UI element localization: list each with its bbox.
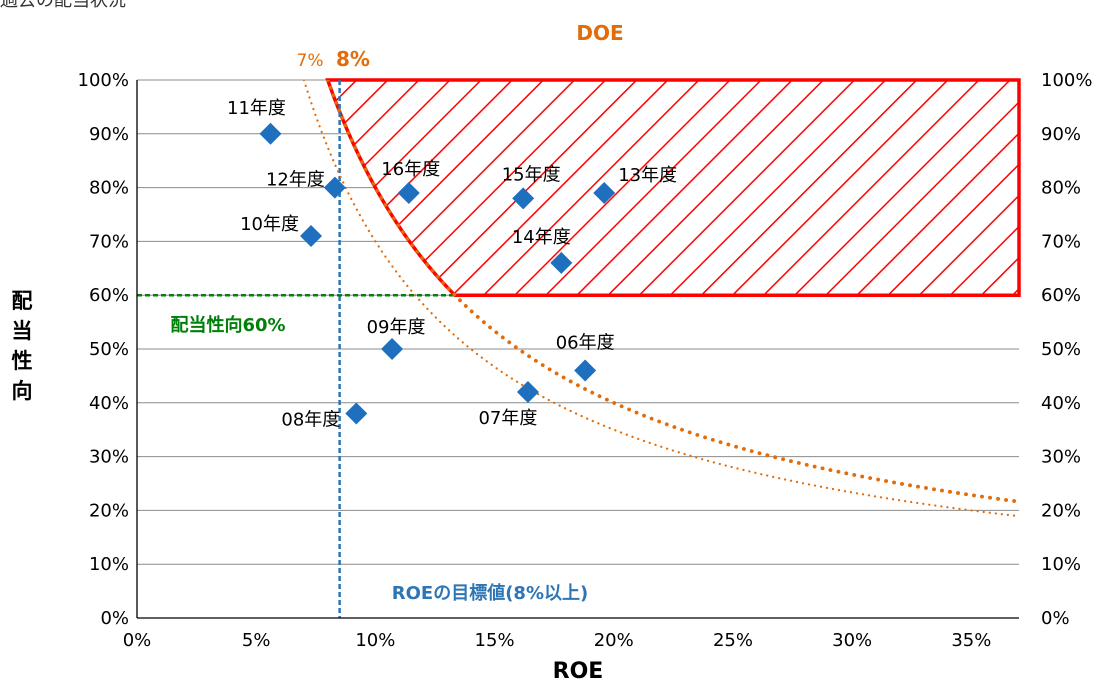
point-label: 15年度 [502, 164, 561, 185]
y-tick-label-right: 80% [1041, 178, 1081, 199]
y-tick-label-right: 30% [1041, 447, 1081, 468]
point-label: 14年度 [512, 227, 571, 248]
y-tick-label-left: 50% [89, 339, 129, 360]
y-tick-label-right: 60% [1041, 285, 1081, 306]
y-tick-label-right: 70% [1041, 231, 1081, 252]
doe-curve-7 [302, 80, 1019, 518]
x-tick-labels: 0% 5% 10% 15% 20% 25% 30% 35% [123, 630, 992, 651]
payout-target-label: 配当性向60% [170, 314, 285, 336]
y-tick-label-right: 100% [1041, 70, 1092, 91]
y-tick-label-left: 10% [89, 554, 129, 575]
y-axis-label: 配当性向 [12, 289, 33, 403]
target-region [325, 78, 1021, 297]
doe-label-8: 8% [336, 47, 370, 71]
y-tick-label-right: 90% [1041, 124, 1081, 145]
point-label: 07年度 [478, 408, 537, 429]
point-marker [259, 122, 282, 145]
doe-curve-8 [325, 80, 1019, 504]
y-tick-label-left: 70% [89, 231, 129, 252]
point-label: 13年度 [618, 165, 677, 186]
y-tick-label-left: 20% [89, 500, 129, 521]
y-tick-label-right: 50% [1041, 339, 1081, 360]
point-label: 16年度 [381, 159, 440, 180]
point-label: 06年度 [556, 333, 615, 354]
point-marker [574, 359, 597, 382]
y-tick-label-left: 60% [89, 285, 129, 306]
x-tick-label: 30% [832, 630, 872, 651]
y-tick-label-left: 40% [89, 393, 129, 414]
x-tick-label: 20% [594, 630, 634, 651]
plot-axes [136, 80, 1019, 619]
x-tick-label: 0% [123, 630, 152, 651]
point-label: 09年度 [367, 317, 426, 338]
y-tick-label-right: 40% [1041, 393, 1081, 414]
y-tick-label-right: 20% [1041, 500, 1081, 521]
point-marker [512, 187, 535, 210]
point-marker [300, 225, 323, 248]
y-tick-label-right: 0% [1041, 608, 1070, 629]
doe-label-7: 7% [297, 51, 324, 71]
point-marker [397, 181, 420, 204]
x-tick-label: 15% [475, 630, 515, 651]
y-tick-label-left: 90% [89, 124, 129, 145]
x-tick-label: 35% [951, 630, 991, 651]
x-axis-label: ROE [553, 659, 604, 684]
y-tick-label-right: 10% [1041, 554, 1081, 575]
doe-curves [302, 80, 1019, 518]
point-marker [550, 251, 573, 274]
point-marker [345, 402, 368, 425]
data-points: 06年度 07年度 08年度 09年度 10年度 11年度 12年度 13年度 14年度 15年度… [227, 98, 677, 431]
x-tick-label: 10% [355, 630, 395, 651]
point-marker [323, 176, 346, 199]
point-label: 11年度 [227, 98, 286, 119]
y-tick-labels: 0% 0% 10% 10% 20% 20% 30% 30% 40% 40% 50% 50% 60% 60%… [78, 70, 1093, 629]
point-marker [593, 181, 616, 204]
page-title: 過去の配当状況 [0, 0, 126, 11]
x-tick-label: 25% [713, 630, 753, 651]
doe-header: DOE [576, 21, 623, 45]
target-region-shape [325, 78, 1021, 297]
point-marker [381, 338, 404, 360]
point-label: 12年度 [266, 170, 325, 191]
roe-target-label: ROEの目標値(8%以上) [392, 582, 588, 604]
y-tick-label-left: 30% [89, 447, 129, 468]
point-label: 08年度 [281, 410, 340, 431]
y-tick-label-left: 80% [89, 178, 129, 199]
reference-lines [137, 80, 455, 618]
y-tick-label-left: 100% [78, 70, 129, 91]
point-marker [516, 381, 539, 404]
x-tick-label: 5% [242, 630, 271, 651]
point-label: 10年度 [240, 214, 299, 235]
y-tick-label-left: 0% [100, 608, 129, 629]
